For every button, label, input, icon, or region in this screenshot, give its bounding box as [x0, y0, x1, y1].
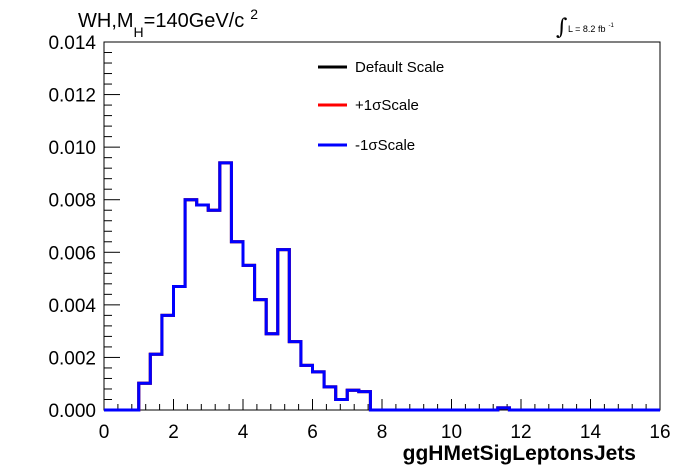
y-tick-label: 0.002 — [48, 348, 96, 369]
x-tick-label: 2 — [168, 422, 179, 443]
y-tick-label: 0.006 — [48, 243, 96, 264]
series-layer — [104, 161, 660, 412]
lumi-integral: ∫ — [556, 15, 568, 40]
title-subscript: H — [134, 24, 144, 40]
lumi-label: L = 8.2 fb -1 — [568, 23, 614, 34]
x-axis-ticks: 0 2 4 6 8 10 12 14 16 — [99, 399, 671, 443]
histogram-series-2 — [104, 161, 660, 412]
y-tick-label: 0.004 — [48, 296, 96, 317]
y-tick-label: 0.012 — [48, 86, 96, 107]
lumi-text: L = 8.2 fb — [568, 24, 605, 34]
y-tick-label: 0.010 — [48, 138, 96, 159]
y-tick-label: 0.014 — [48, 33, 96, 54]
x-tick-label: 8 — [377, 422, 388, 443]
x-tick-label: 0 — [99, 422, 110, 443]
x-tick-label: 6 — [307, 422, 318, 443]
title-superscript: 2 — [250, 6, 258, 22]
y-axis-ticks: 0.000 0.002 0.004 0.006 0.008 0.010 0.012 0.014 — [48, 33, 120, 422]
x-tick-label: 10 — [441, 422, 462, 443]
x-tick-label: 12 — [510, 422, 531, 443]
legend-label: Default Scale — [355, 59, 444, 76]
lumi-superscript: -1 — [608, 23, 614, 29]
title-main: =140GeV/c — [144, 10, 245, 32]
plot-title: WH,MH=140GeV/c 2 — [78, 6, 258, 40]
legend-label: -1σScale — [355, 137, 415, 154]
x-tick-label: 16 — [649, 422, 670, 443]
x-tick-label: 14 — [580, 422, 602, 443]
y-tick-label: 0.000 — [48, 401, 96, 422]
legend-label: +1σScale — [355, 97, 419, 114]
legend: Default Scale +1σScale -1σScale — [318, 59, 444, 154]
x-tick-label: 4 — [238, 422, 249, 443]
y-tick-label: 0.008 — [48, 191, 96, 212]
title-prefix: WH,M — [78, 10, 134, 32]
x-axis-title: ggHMetSigLeptonsJets — [403, 442, 636, 465]
